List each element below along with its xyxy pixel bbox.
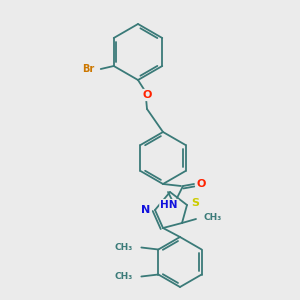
Text: CH₃: CH₃: [203, 212, 221, 221]
Text: CH₃: CH₃: [114, 272, 132, 281]
Text: S: S: [191, 198, 199, 208]
Text: O: O: [142, 90, 152, 100]
Text: HN: HN: [160, 200, 178, 210]
Text: N: N: [141, 205, 151, 215]
Text: O: O: [196, 179, 206, 189]
Text: Br: Br: [82, 64, 95, 74]
Text: CH₃: CH₃: [114, 243, 132, 252]
